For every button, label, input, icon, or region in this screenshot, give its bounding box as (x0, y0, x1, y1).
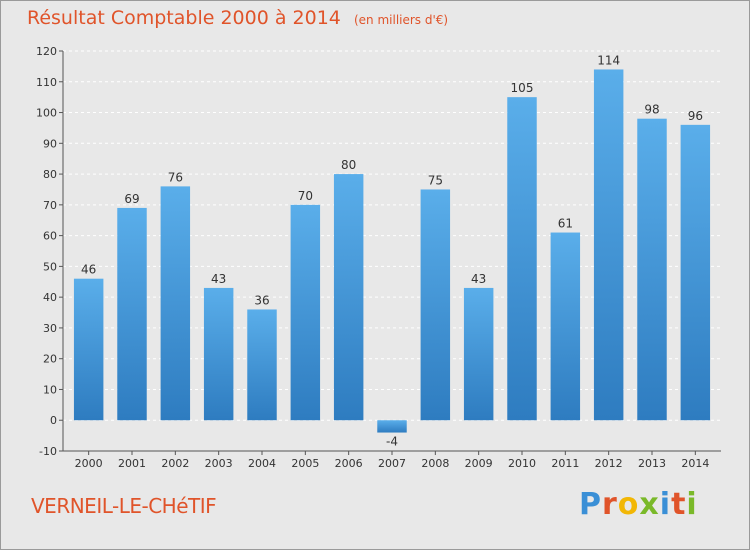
bars (73, 69, 711, 433)
x-tick-label: 2007 (378, 457, 406, 470)
bar-2014 (680, 124, 711, 421)
data-label-2006: 80 (341, 158, 356, 172)
x-tick-label: 2013 (638, 457, 666, 470)
chart-title-row: Résultat Comptable 2000 à 2014 (en milli… (27, 7, 448, 29)
data-label-2013: 98 (644, 103, 659, 117)
y-tick-label: 90 (43, 137, 57, 150)
logo-letter: t (671, 487, 687, 522)
bar-2001 (117, 207, 147, 421)
data-label-2004: 36 (254, 293, 269, 307)
bar-2003 (203, 287, 234, 421)
y-tick-label: 80 (43, 168, 57, 181)
x-tick-label: 2008 (421, 457, 449, 470)
y-tick-label: 30 (43, 322, 57, 335)
x-tick-label: 2012 (595, 457, 623, 470)
bar-2012 (593, 69, 624, 421)
data-label-2003: 43 (211, 272, 226, 286)
x-tick-label: 2009 (465, 457, 493, 470)
y-tick-label: 20 (43, 353, 57, 366)
data-label-2008: 75 (428, 173, 443, 187)
bar-2010 (507, 97, 537, 421)
commune-name: VERNEIL-LE-CHéTIF (31, 494, 217, 518)
y-tick-label: -10 (39, 445, 57, 458)
y-tick-label: 10 (43, 383, 57, 396)
logo-letter: o (617, 487, 640, 522)
bar-2009 (463, 287, 494, 421)
y-tick-label: 40 (43, 291, 57, 304)
x-tick-label: 2002 (161, 457, 189, 470)
proxiti-logo: Proxiti (579, 487, 698, 522)
y-tick-label: 120 (36, 45, 57, 58)
x-tick-label: 2011 (551, 457, 579, 470)
logo-letter: P (579, 487, 602, 522)
data-label-2012: 114 (597, 53, 620, 67)
bar-2013 (637, 118, 667, 421)
x-tick-label: 2003 (205, 457, 233, 470)
data-label-2010: 105 (511, 81, 534, 95)
data-label-2011: 61 (558, 217, 573, 231)
data-labels: 46 69 76 43 36 70 80 -4 75 43 105 61 114 98 96 (81, 53, 703, 448)
x-tick-label: 2006 (335, 457, 363, 470)
logo-letter: i (686, 487, 698, 522)
y-tick-label: 60 (43, 230, 57, 243)
data-label-2014: 96 (688, 109, 703, 123)
data-label-2002: 76 (168, 170, 183, 184)
y-tick-labels: -10 0 10 20 30 40 50 60 70 80 90 100 110 120 (36, 45, 57, 458)
x-tick-label: 2004 (248, 457, 276, 470)
bar-2005 (290, 204, 321, 421)
x-tick-label: 2000 (75, 457, 103, 470)
logo-letter: i (659, 487, 672, 522)
y-tick-label: 70 (43, 199, 57, 212)
x-tick-label: 2001 (118, 457, 146, 470)
x-tick-labels: 2000 2001 2002 2003 2004 2005 2006 2007 2008 2009… (75, 457, 710, 470)
bar-2002 (160, 186, 191, 421)
x-tick-label: 2005 (291, 457, 319, 470)
bar-2008 (420, 189, 451, 421)
bar-chart: 46 69 76 43 36 70 80 -4 75 43 105 61 114 98 96 -10 0 10 2… (36, 45, 721, 470)
bar-2007 (377, 420, 407, 433)
y-tick-label: 100 (36, 107, 57, 120)
chart-subtitle: (en milliers d'€) (353, 13, 449, 27)
logo-letter: r (602, 487, 618, 522)
logo-letter: x (639, 487, 660, 522)
x-tick-label: 2014 (681, 457, 709, 470)
data-label-2007: -4 (386, 435, 398, 449)
x-tick-label: 2010 (508, 457, 536, 470)
bar-2011 (550, 232, 581, 421)
chart-title: Résultat Comptable 2000 à 2014 (27, 7, 341, 29)
y-tick-label: 0 (50, 414, 57, 427)
data-label-2009: 43 (471, 272, 486, 286)
y-tick-label: 50 (43, 260, 57, 273)
bar-2004 (247, 309, 277, 421)
y-tick-label: 110 (36, 76, 57, 89)
data-label-2001: 69 (124, 192, 139, 206)
bar-2000 (73, 278, 104, 421)
bar-2006 (333, 174, 364, 421)
data-label-2000: 46 (81, 263, 96, 277)
axes (59, 50, 721, 455)
data-label-2005: 70 (298, 189, 313, 203)
